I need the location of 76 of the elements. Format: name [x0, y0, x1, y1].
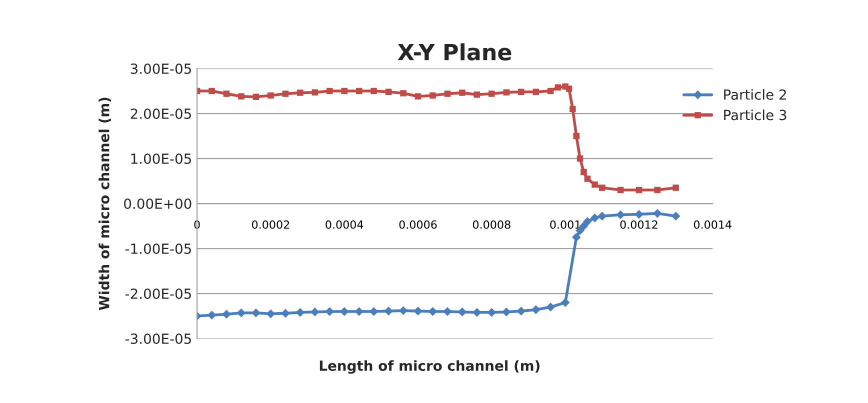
- point: [531, 305, 540, 314]
- y-axis-title: Width of micro channel (m): [98, 98, 111, 310]
- point: [356, 88, 362, 94]
- point: [252, 94, 260, 100]
- x-tick-label: 0.0012: [620, 220, 658, 229]
- point: [370, 88, 377, 94]
- x-tick-label: 0.001: [550, 220, 580, 229]
- y-tick-label: -2.00E-05: [125, 288, 191, 299]
- legend-label: Particle 3: [724, 109, 786, 120]
- point: [238, 93, 244, 100]
- point: [488, 90, 495, 97]
- point: [354, 307, 364, 316]
- chart-title: X-Y Plane: [398, 43, 512, 60]
- point: [223, 90, 230, 97]
- point: [297, 90, 304, 96]
- legend-label: Particle 2: [724, 89, 786, 100]
- point: [222, 310, 231, 319]
- point: [576, 155, 584, 162]
- point: [282, 90, 289, 97]
- point: [590, 213, 600, 222]
- x-tick-label: 0.0006: [399, 220, 437, 229]
- point: [570, 106, 576, 112]
- x-tick-label: 0.0004: [326, 220, 364, 229]
- point: [671, 212, 680, 221]
- point: [385, 88, 392, 96]
- point: [516, 306, 526, 316]
- point: [400, 90, 406, 96]
- point: [384, 306, 393, 316]
- point: [414, 93, 422, 100]
- point: [616, 210, 625, 220]
- x-tick-label: 0.0008: [472, 220, 510, 229]
- point: [654, 186, 661, 194]
- point: [443, 307, 452, 316]
- point: [592, 181, 598, 188]
- point: [547, 88, 554, 94]
- point: [341, 88, 348, 94]
- point: [312, 89, 318, 96]
- point: [532, 88, 539, 96]
- point: [672, 184, 679, 191]
- point: [503, 89, 510, 96]
- point: [554, 84, 562, 91]
- y-tick-label: 1.00E-05: [131, 153, 191, 164]
- point: [430, 92, 436, 99]
- point: [281, 308, 290, 318]
- point: [636, 186, 642, 194]
- point: [573, 132, 580, 140]
- y-tick-label: 0.00E+00: [124, 198, 192, 209]
- point: [584, 176, 591, 182]
- point: [546, 302, 556, 312]
- point: [617, 186, 624, 194]
- x-tick-label: 0.0014: [694, 220, 732, 229]
- point: [598, 212, 607, 221]
- point: [472, 308, 482, 317]
- point: [599, 184, 606, 191]
- y-tick-label: 2.00E-05: [130, 108, 191, 119]
- x-tick-label: 0.0002: [252, 220, 290, 229]
- point: [459, 90, 466, 96]
- point: [582, 217, 592, 226]
- point: [579, 222, 588, 230]
- point: [444, 90, 451, 97]
- y-tick-label: -1.00E-05: [125, 243, 191, 254]
- point: [580, 168, 587, 176]
- point: [414, 306, 422, 316]
- point: [252, 308, 260, 318]
- point: [560, 298, 570, 307]
- point: [208, 88, 215, 94]
- point: [268, 92, 274, 99]
- point: [326, 88, 333, 94]
- y-tick-label: 3.00E-05: [130, 63, 191, 74]
- point: [566, 86, 572, 92]
- point: [634, 210, 644, 219]
- point: [518, 88, 524, 96]
- point: [474, 91, 480, 98]
- point: [572, 232, 581, 242]
- y-tick-label: -3.00E-05: [125, 333, 191, 344]
- x-axis-title: Length of micro channel (m): [320, 360, 540, 374]
